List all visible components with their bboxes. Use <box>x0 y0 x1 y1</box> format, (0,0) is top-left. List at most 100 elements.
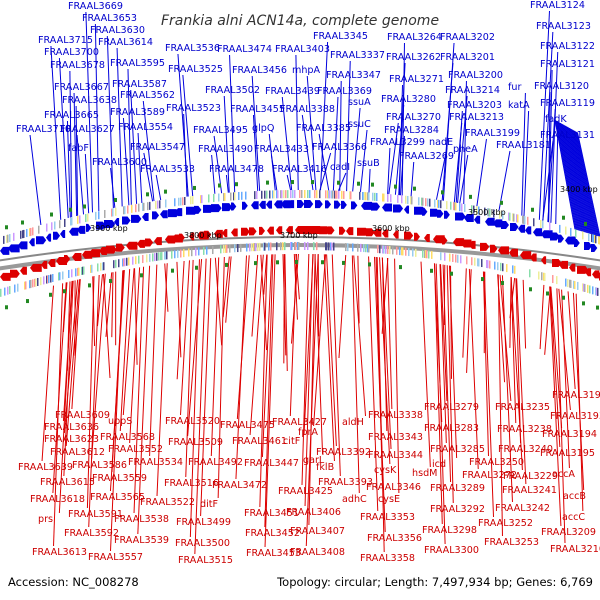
forward-gene-label: pheA <box>453 144 478 155</box>
reverse-gene-label: FRAAL3210 <box>550 544 600 555</box>
gene-arrow <box>393 230 399 239</box>
feature-band <box>552 275 554 284</box>
label-leader <box>544 286 551 355</box>
label-leader <box>225 174 229 193</box>
label-leader <box>446 265 454 504</box>
reverse-gene-label: ditF <box>200 499 218 510</box>
feature-band <box>474 257 476 266</box>
forward-gene-label: FRAAL3271 <box>389 74 444 85</box>
rna-marker <box>69 207 72 212</box>
reverse-gene-label: FRAAL3509 <box>168 437 223 448</box>
feature-band <box>376 193 378 202</box>
label-leader <box>463 80 467 204</box>
feature-band <box>7 286 9 295</box>
gene-arrow <box>145 238 154 247</box>
forward-gene-label: FRAAL3119 <box>540 98 595 109</box>
forward-gene-label: FRAAL3600 <box>92 157 147 168</box>
label-leader <box>498 150 511 211</box>
feature-band <box>301 190 303 199</box>
feature-band <box>410 196 412 205</box>
gene-arrow <box>485 217 495 226</box>
feature-band <box>455 254 457 263</box>
feature-band <box>70 217 72 226</box>
feature-band <box>290 242 292 251</box>
feature-band <box>81 266 83 275</box>
feature-band <box>155 200 157 209</box>
feature-band <box>213 193 215 202</box>
reverse-gene-label: FRAAL3516 <box>164 478 219 489</box>
forward-gene-label: glpQ <box>252 123 275 134</box>
feature-band <box>118 259 120 268</box>
label-leader <box>557 121 579 231</box>
gene-arrow <box>422 207 428 216</box>
rna-marker <box>441 190 444 195</box>
feature-band <box>418 197 420 206</box>
forward-gene-label: FRAAL3369 <box>317 86 372 97</box>
feature-band <box>570 279 572 288</box>
reverse-gene-label: FRAAL3190 <box>552 390 600 401</box>
reverse-gene-label: FRAAL3194 <box>542 429 597 440</box>
label-leader <box>264 254 274 528</box>
gene-arrow <box>325 200 332 209</box>
feature-band <box>34 278 36 287</box>
feature-band <box>487 208 489 217</box>
feature-band <box>455 202 457 211</box>
forward-gene-label: ssuA <box>348 97 371 108</box>
feature-band <box>124 258 126 267</box>
gene-arrow <box>36 236 47 245</box>
label-leader <box>306 75 317 191</box>
forward-gene-label: FRAAL3653 <box>82 13 137 24</box>
label-leader <box>542 140 554 221</box>
label-leader <box>130 89 138 204</box>
feature-band <box>113 260 115 269</box>
feature-band <box>138 203 140 212</box>
feature-band <box>38 225 40 234</box>
label-leader <box>133 266 145 514</box>
forward-gene-label: FRAAL3627 <box>60 124 115 135</box>
feature-band <box>331 242 333 251</box>
forward-gene-label: FRAAL3456 <box>232 65 287 76</box>
forward-gene-label: FRAAL3214 <box>445 85 500 96</box>
label-leader <box>304 254 314 507</box>
rna-marker <box>531 207 534 212</box>
label-leader <box>137 132 143 204</box>
feature-band <box>261 190 263 199</box>
feature-band <box>331 190 333 199</box>
rna-marker <box>311 180 314 185</box>
forward-gene-label: FRAAL3122 <box>540 41 595 52</box>
label-leader <box>134 268 138 365</box>
feature-band <box>509 212 511 221</box>
forward-gene-label: nadE <box>429 137 453 148</box>
feature-band <box>471 205 473 214</box>
reverse-gene-label: FRAAL3195 <box>540 448 595 459</box>
reverse-gene-label: FRAAL3586 <box>72 460 127 471</box>
reverse-gene-label: FRAAL3492 <box>188 457 243 468</box>
reverse-gene-label: FRAAL3522 <box>140 497 195 508</box>
label-leader <box>394 258 400 494</box>
gene-arrow <box>86 223 92 232</box>
gene-arrow <box>259 226 265 235</box>
reverse-gene-label: FRAAL3499 <box>176 517 231 528</box>
forward-gene-label: FRAAL3121 <box>540 59 595 70</box>
feature-band <box>6 234 8 243</box>
feature-band <box>575 229 577 238</box>
reverse-gene-label: FRAAL3238 <box>497 424 552 435</box>
feature-band <box>35 278 37 287</box>
feature-band <box>299 190 301 199</box>
feature-band <box>166 251 168 260</box>
feature-band <box>591 234 593 243</box>
feature-band <box>165 199 167 208</box>
rna-marker <box>582 301 585 306</box>
rna-marker <box>357 181 360 186</box>
feature-band <box>97 263 99 272</box>
feature-band <box>132 256 134 265</box>
feature-band <box>62 271 64 280</box>
gene-arrow <box>558 234 565 243</box>
label-leader <box>91 273 106 460</box>
feature-band <box>489 208 491 217</box>
label-leader <box>501 275 513 503</box>
label-leader <box>450 265 453 379</box>
feature-band <box>565 226 567 235</box>
forward-gene-label: FRAAL3201 <box>440 52 495 63</box>
